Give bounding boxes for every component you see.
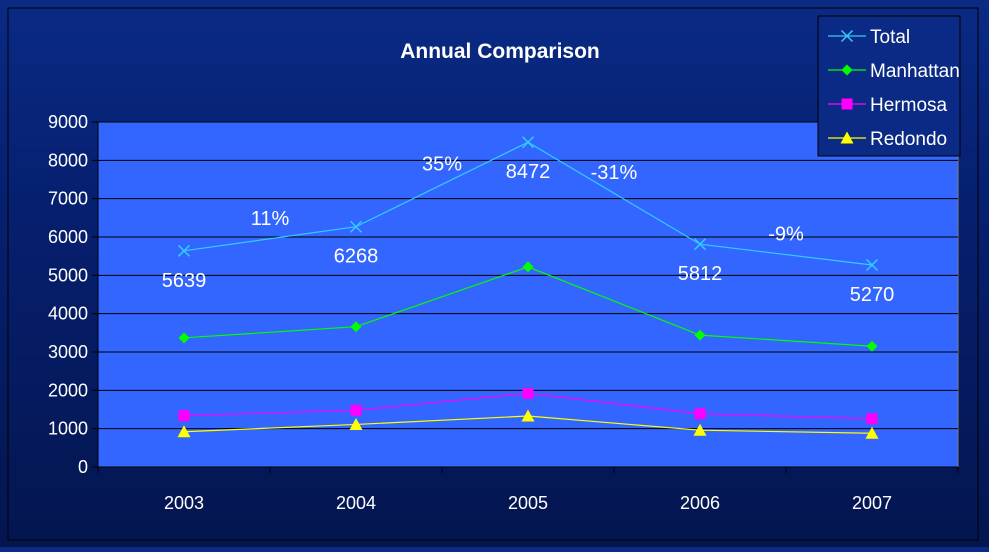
x-tick-label: 2003	[164, 493, 204, 513]
legend-item-total: Total	[828, 27, 910, 48]
data-label-total: 8472	[506, 161, 551, 183]
marker-stroke	[693, 238, 707, 251]
data-point-manhattan	[694, 329, 706, 341]
data-point-redondo	[349, 417, 363, 430]
legend-item-manhattan: Manhattan	[828, 61, 960, 82]
series-total	[177, 136, 879, 272]
legend-box	[817, 15, 961, 157]
legend-marker	[840, 131, 854, 144]
data-labels: 5639 6268 8472 5812 5270	[162, 161, 895, 306]
y-tick-label: 2000	[48, 380, 88, 400]
data-point-hermosa	[522, 387, 534, 399]
series-layer	[177, 136, 879, 439]
x-tick-label: 2004	[336, 493, 376, 513]
y-tick-label: 6000	[48, 227, 88, 247]
data-label-total: 5270	[850, 284, 895, 306]
y-axis: 0 1000 2000 3000 4000 5000 6000 7000 8000 9000	[48, 112, 99, 477]
chart-border	[7, 7, 979, 541]
y-tick-label: 7000	[48, 189, 88, 209]
x-tick-label: 2006	[680, 493, 720, 513]
y-tick-label: 1000	[48, 419, 88, 439]
data-point-manhattan	[866, 340, 878, 352]
legend-marker	[840, 29, 854, 43]
data-point-redondo	[865, 426, 879, 439]
data-label-total: 5639	[162, 270, 207, 292]
marker-stroke	[840, 29, 854, 43]
legend-marker	[841, 64, 853, 76]
data-point-manhattan	[350, 321, 362, 333]
x-tick-label: 2007	[852, 493, 892, 513]
data-point-hermosa	[694, 408, 706, 420]
legend-marker	[841, 98, 853, 110]
data-point-total	[693, 238, 707, 251]
y-tick-label: 9000	[48, 112, 88, 132]
change-annotation: 35%	[422, 153, 462, 175]
data-point-total	[349, 220, 363, 233]
legend: Total Manhattan Hermosa Redondo	[817, 15, 961, 157]
data-point-manhattan	[178, 332, 190, 344]
x-axis: 2003 2004 2005 2006 2007	[97, 466, 959, 513]
data-point-total	[521, 136, 535, 149]
legend-label: Hermosa	[870, 95, 948, 116]
legend-label: Total	[870, 27, 910, 48]
series-hermosa	[178, 387, 878, 425]
data-label-total: 5812	[678, 263, 723, 285]
x-tick-label: 2005	[508, 493, 548, 513]
series-manhattan	[178, 261, 878, 352]
legend-item-hermosa: Hermosa	[828, 95, 948, 116]
annotations: 11% 35% -31% -9%	[251, 153, 804, 245]
series-redondo	[177, 409, 879, 439]
marker-stroke	[349, 220, 363, 233]
data-point-total	[177, 244, 191, 257]
data-point-hermosa	[350, 404, 362, 416]
y-tick-label: 3000	[48, 342, 88, 362]
y-tick-label: 0	[78, 457, 88, 477]
data-point-redondo	[521, 409, 535, 422]
y-tick-label: 4000	[48, 304, 88, 324]
data-point-hermosa	[866, 413, 878, 425]
change-annotation: -31%	[591, 162, 638, 184]
y-tick-label: 5000	[48, 265, 88, 285]
legend-label: Manhattan	[870, 61, 960, 82]
marker-stroke	[865, 258, 879, 272]
gridlines	[98, 121, 958, 468]
data-point-hermosa	[178, 410, 190, 422]
legend-label: Redondo	[870, 129, 947, 150]
marker-stroke	[521, 136, 535, 149]
data-point-manhattan	[522, 261, 534, 273]
chart-title: Annual Comparison	[400, 40, 600, 63]
legend-item-redondo: Redondo	[828, 129, 947, 150]
marker-stroke	[177, 244, 191, 257]
data-point-total	[865, 258, 879, 272]
change-annotation: -9%	[768, 224, 804, 246]
data-label-total: 6268	[334, 246, 379, 268]
data-point-redondo	[177, 425, 191, 438]
change-annotation: 11%	[251, 208, 290, 230]
y-tick-label: 8000	[48, 150, 88, 170]
data-point-redondo	[693, 423, 707, 436]
